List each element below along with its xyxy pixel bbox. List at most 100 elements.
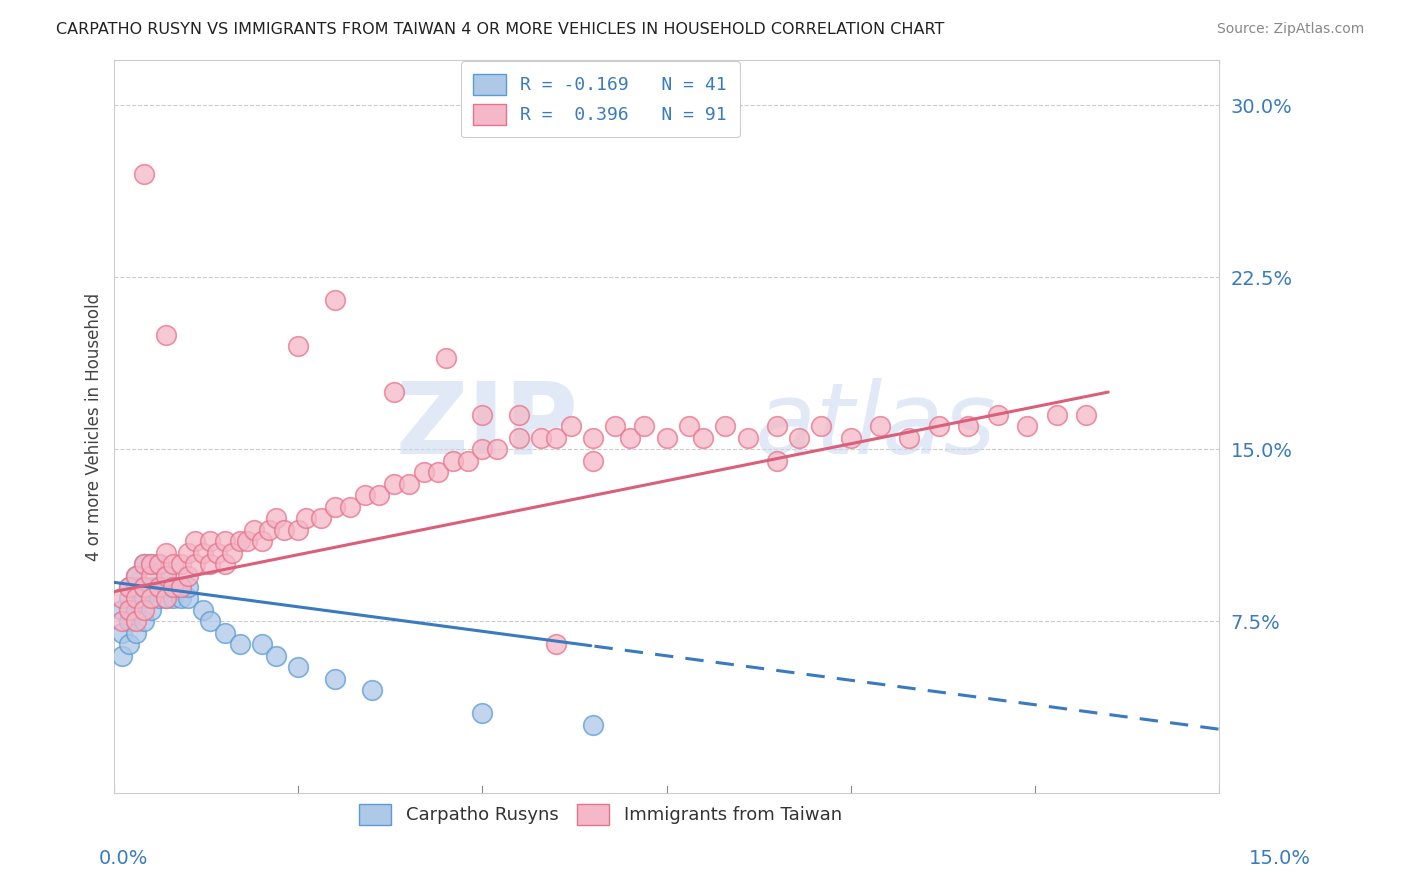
Point [582,431,605,445]
Point [266,648,288,663]
Point [434,351,457,365]
Point [214,534,236,549]
Point [184,557,207,571]
Point [530,431,553,445]
Point [582,454,605,468]
Point [361,683,384,698]
Point [457,454,479,468]
Point [228,637,250,651]
Point [508,431,530,445]
Point [810,419,832,434]
Point [560,419,582,434]
Point [155,580,177,594]
Point [141,557,163,571]
Point [148,580,170,594]
Point [132,580,155,594]
Point [295,511,318,525]
Point [339,500,361,514]
Point [287,660,309,674]
Point [125,625,148,640]
Point [111,625,134,640]
Point [132,591,155,606]
Point [184,534,207,549]
Point [257,523,280,537]
Point [118,603,141,617]
Point [162,557,184,571]
Point [111,591,134,606]
Point [228,534,250,549]
Text: 15.0%: 15.0% [1249,848,1310,868]
Point [132,615,155,629]
Point [603,419,626,434]
Point [441,454,464,468]
Point [155,568,177,582]
Point [148,557,170,571]
Point [111,603,134,617]
Point [266,511,288,525]
Point [273,523,295,537]
Point [243,523,266,537]
Point [692,431,714,445]
Point [508,408,530,422]
Point [766,454,789,468]
Point [471,442,494,457]
Point [118,615,141,629]
Point [898,431,921,445]
Point [141,603,163,617]
Point [162,591,184,606]
Point [177,568,200,582]
Point [957,419,980,434]
Point [155,327,177,342]
Point [987,408,1010,422]
Point [221,545,243,559]
Point [236,534,259,549]
Point [250,534,273,549]
Point [111,648,134,663]
Point [368,488,391,502]
Point [787,431,810,445]
Point [125,568,148,582]
Point [839,431,862,445]
Point [125,615,148,629]
Point [928,419,950,434]
Point [619,431,641,445]
Point [633,419,655,434]
Point [125,580,148,594]
Point [148,557,170,571]
Point [132,580,155,594]
Point [1046,408,1069,422]
Point [323,293,346,308]
Point [118,637,141,651]
Point [132,167,155,181]
Point [655,431,678,445]
Point [486,442,509,457]
Point [118,580,141,594]
Point [169,580,191,594]
Point [714,419,737,434]
Point [678,419,700,434]
Point [382,476,405,491]
Point [148,591,170,606]
Point [1076,408,1098,422]
Point [162,580,184,594]
Y-axis label: 4 or more Vehicles in Household: 4 or more Vehicles in Household [86,293,103,560]
Text: Source: ZipAtlas.com: Source: ZipAtlas.com [1216,22,1364,37]
Text: atlas: atlas [755,378,997,475]
Point [132,557,155,571]
Point [382,385,405,400]
Point [287,339,309,353]
Point [766,419,789,434]
Point [198,557,221,571]
Point [869,419,891,434]
Point [207,545,229,559]
Point [132,557,155,571]
Point [427,466,450,480]
Point [214,625,236,640]
Point [148,580,170,594]
Point [214,557,236,571]
Point [141,557,163,571]
Point [177,580,200,594]
Point [323,672,346,686]
Point [111,615,134,629]
Point [191,603,214,617]
